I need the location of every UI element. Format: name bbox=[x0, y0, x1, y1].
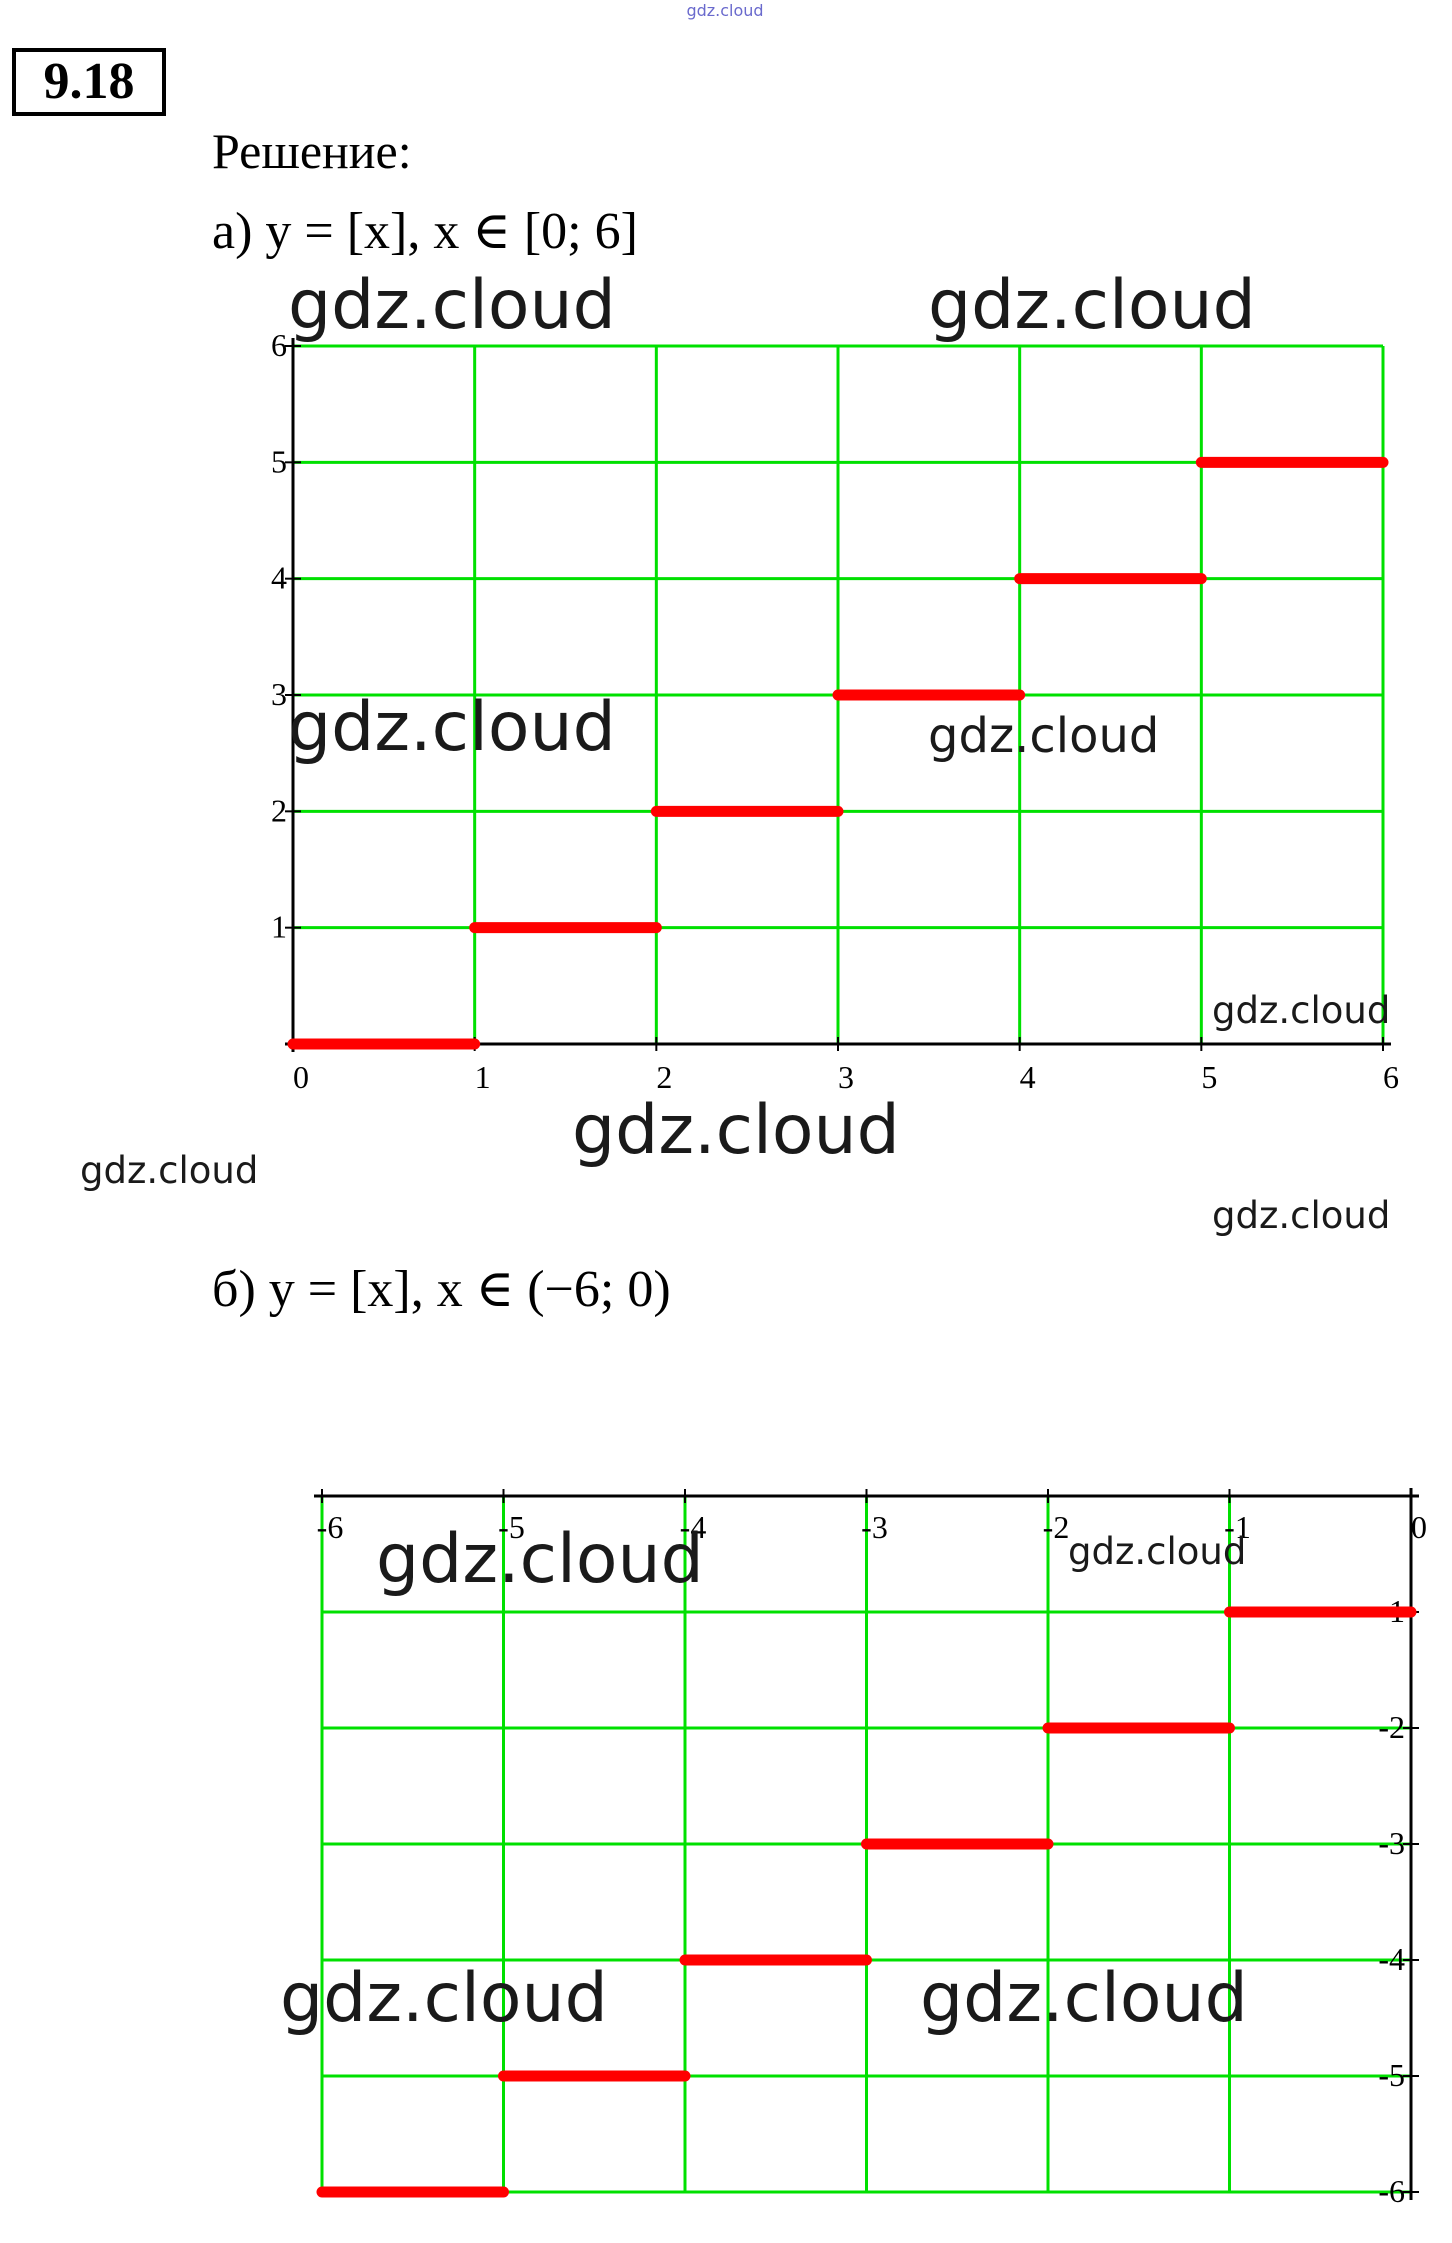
watermark: gdz.cloud bbox=[80, 1149, 258, 1192]
x-tick-label: 4 bbox=[1020, 1059, 1036, 1095]
y-tick-label: -4 bbox=[1378, 1941, 1405, 1977]
x-tick-label: -5 bbox=[498, 1509, 525, 1545]
watermark: gdz.cloud bbox=[288, 688, 616, 767]
y-tick-label: 5 bbox=[271, 443, 287, 479]
watermark: gdz.cloud bbox=[920, 1959, 1248, 2038]
solution-heading: Решение: bbox=[212, 123, 412, 179]
y-tick-label: 6 bbox=[271, 327, 287, 363]
x-tick-label: -6 bbox=[317, 1509, 344, 1545]
x-tick-label: 2 bbox=[656, 1059, 672, 1095]
x-tick-label: 3 bbox=[838, 1059, 854, 1095]
watermark: gdz.cloud bbox=[280, 1959, 608, 2038]
y-tick-label: -2 bbox=[1378, 1709, 1405, 1745]
x-tick-label: 6 bbox=[1383, 1059, 1399, 1095]
problem-box bbox=[12, 48, 166, 116]
watermark: gdz.cloud bbox=[928, 266, 1256, 345]
problem-number: 9.18 bbox=[44, 53, 135, 110]
y-tick-label: -5 bbox=[1378, 2057, 1405, 2093]
y-tick-label: 1 bbox=[271, 909, 287, 945]
y-tick-label: 2 bbox=[271, 792, 287, 828]
x-tick-label: 0 bbox=[293, 1059, 309, 1095]
x-tick-label: 5 bbox=[1201, 1059, 1217, 1095]
chart-label: б) y = [x], x ∈ (−6; 0) bbox=[212, 1261, 671, 1318]
y-tick-label: -6 bbox=[1378, 2173, 1405, 2209]
x-tick-label: -4 bbox=[680, 1509, 707, 1545]
watermark: gdz.cloud bbox=[288, 266, 616, 345]
y-tick-label: 4 bbox=[271, 560, 287, 596]
x-tick-label: 1 bbox=[475, 1059, 491, 1095]
watermark: gdz.cloud bbox=[686, 1, 763, 20]
watermark: gdz.cloud bbox=[1212, 1194, 1390, 1237]
x-tick-label: -2 bbox=[1043, 1509, 1070, 1545]
y-tick-label: 3 bbox=[271, 676, 287, 712]
chart-label: а) y = [x], x ∈ [0; 6] bbox=[212, 203, 638, 260]
y-tick-label: -3 bbox=[1378, 1825, 1405, 1861]
x-tick-label: -3 bbox=[861, 1509, 888, 1545]
watermark: gdz.cloud bbox=[376, 1520, 704, 1599]
watermark: gdz.cloud bbox=[1212, 989, 1390, 1032]
x-tick-label: 0 bbox=[1411, 1509, 1427, 1545]
watermark: gdz.cloud bbox=[928, 708, 1159, 764]
watermark: gdz.cloud bbox=[1068, 1530, 1246, 1573]
x-tick-label: -1 bbox=[1224, 1509, 1251, 1545]
watermark: gdz.cloud bbox=[572, 1091, 900, 1170]
